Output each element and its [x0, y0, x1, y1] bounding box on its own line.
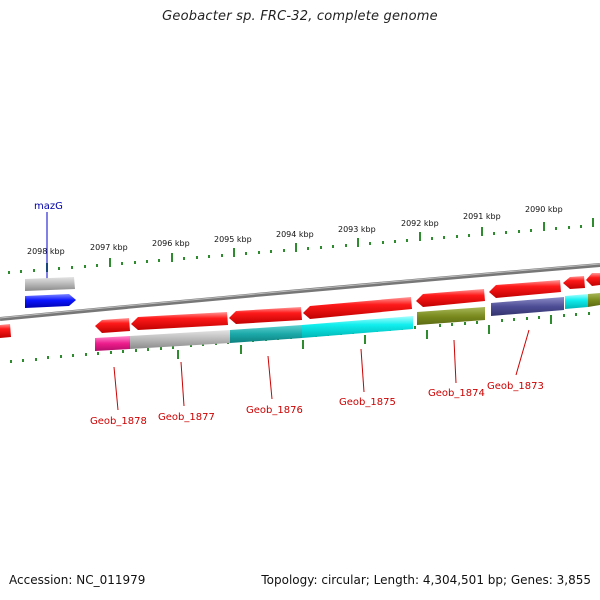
cog-block: [230, 325, 302, 343]
outer-tick-marks: [8, 218, 594, 274]
cog-block: [302, 316, 413, 338]
gene-label-connectors: [113, 329, 530, 411]
kbp-label: 2090 kbp: [525, 205, 563, 214]
gene-arrow: [563, 276, 585, 289]
gene-arrow: [303, 297, 412, 319]
kbp-label: 2095 kbp: [214, 235, 252, 244]
gene-arrow: [0, 324, 11, 338]
gene-arrow: [416, 289, 485, 307]
gene-arrow: [229, 307, 302, 324]
kbp-label: 2093 kbp: [338, 225, 376, 234]
accession-text: Accession: NC_011979: [9, 573, 146, 587]
gene-label-geob1873: Geob_1873: [487, 381, 544, 392]
gene-arrow: [95, 318, 130, 333]
gene-label-geob1878: Geob_1878: [90, 416, 147, 427]
cog-block: [95, 336, 130, 351]
cog-block: [491, 297, 564, 316]
genome-summary-text: Topology: circular; Length: 4,304,501 bp…: [261, 573, 591, 587]
cog-block: [588, 293, 600, 307]
gene-label-geob1876: Geob_1876: [246, 405, 303, 416]
genome-backbone-highlight: [0, 263, 600, 319]
kbp-label: 2096 kbp: [152, 239, 190, 248]
gene-label-geob1875: Geob_1875: [339, 397, 396, 408]
kbp-label: 2097 kbp: [90, 243, 128, 252]
genome-backbone: [0, 263, 600, 321]
mazG-gene-arrow: [25, 294, 76, 308]
mazG-label: mazG: [34, 201, 63, 212]
kbp-label: 2094 kbp: [276, 230, 314, 239]
kbp-label: 2092 kbp: [401, 219, 439, 228]
gene-label-geob1877: Geob_1877: [158, 412, 215, 423]
gene-arrow: [489, 280, 561, 298]
kbp-label: 2098 kbp: [27, 247, 65, 256]
cog-block: [565, 294, 588, 309]
cog-block: [417, 307, 485, 325]
cog-block: [130, 330, 230, 349]
map-title: Geobacter sp. FRC-32, complete genome: [162, 9, 438, 24]
kbp-label: 2091 kbp: [463, 212, 501, 221]
gene-label-geob1874: Geob_1874: [428, 388, 485, 399]
gene-arrow: [131, 312, 228, 330]
gene-arrow: [586, 273, 600, 286]
mazG-gray-block: [25, 277, 75, 291]
